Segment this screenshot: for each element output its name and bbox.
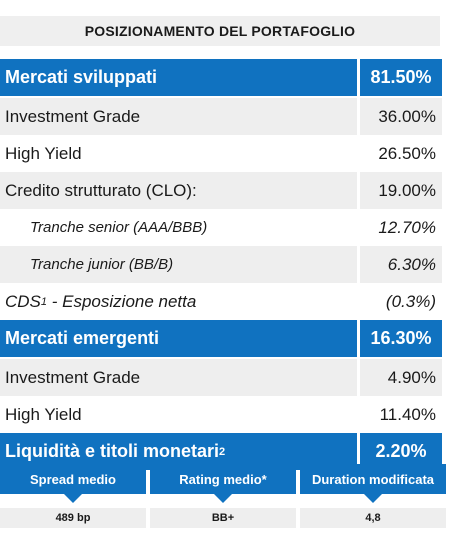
- cds-label-rest: - Esposizione netta: [47, 291, 197, 311]
- row-label: Tranche junior (BB/B): [0, 246, 357, 283]
- stat-label: Rating medio*: [150, 464, 296, 503]
- row-emerging-markets: Mercati emergenti 16.30%: [0, 320, 442, 357]
- row-junior-tranche: Tranche junior (BB/B) 6.30%: [0, 246, 442, 283]
- row-label: CDS 1 - Esposizione netta: [0, 283, 357, 320]
- row-dm-high-yield: High Yield 26.50%: [0, 135, 442, 172]
- row-dm-investment-grade: Investment Grade 36.00%: [0, 98, 442, 135]
- cds-label: CDS: [5, 291, 41, 311]
- row-label: High Yield: [0, 135, 357, 172]
- row-label: Liquidità e titoli monetari 2: [0, 433, 357, 470]
- row-liquidity: Liquidità e titoli monetari 2 2.20%: [0, 433, 442, 470]
- row-value: 81.50%: [360, 59, 442, 96]
- row-value: 16.30%: [360, 320, 442, 357]
- portfolio-stats: Spread medio 489 bp Rating medio* BB+ Du…: [0, 464, 446, 528]
- row-label: Tranche senior (AAA/BBB): [0, 209, 357, 246]
- portfolio-table: Mercati sviluppati 81.50% Investment Gra…: [0, 59, 442, 470]
- portfolio-title: POSIZIONAMENTO DEL PORTAFOGLIO: [0, 16, 440, 46]
- row-value: 12.70%: [360, 209, 442, 246]
- row-senior-tranche: Tranche senior (AAA/BBB) 12.70%: [0, 209, 442, 246]
- row-label: Investment Grade: [0, 98, 357, 135]
- stat-spread: Spread medio 489 bp: [0, 464, 146, 528]
- row-value: 19.00%: [360, 172, 442, 209]
- liquidity-label: Liquidità e titoli monetari: [5, 441, 220, 461]
- row-label: Mercati emergenti: [0, 320, 357, 357]
- row-em-high-yield: High Yield 11.40%: [0, 396, 442, 433]
- row-value: 6.30%: [360, 246, 442, 283]
- row-label: High Yield: [0, 396, 357, 433]
- row-cds-exposure: CDS 1 - Esposizione netta (0.3%): [0, 283, 442, 320]
- row-value: 4.90%: [360, 359, 442, 396]
- row-structured-credit: Credito strutturato (CLO): 19.00%: [0, 172, 442, 209]
- row-em-investment-grade: Investment Grade 4.90%: [0, 359, 442, 396]
- stat-label: Spread medio: [0, 464, 146, 503]
- row-developed-markets: Mercati sviluppati 81.50%: [0, 59, 442, 96]
- row-value: 36.00%: [360, 98, 442, 135]
- row-label: Credito strutturato (CLO):: [0, 172, 357, 209]
- row-label: Mercati sviluppati: [0, 59, 357, 96]
- row-label: Investment Grade: [0, 359, 357, 396]
- stat-value: 4,8: [300, 508, 446, 528]
- row-value: 2.20%: [360, 433, 442, 470]
- row-value: (0.3%): [360, 283, 442, 320]
- stat-rating: Rating medio* BB+: [150, 464, 296, 528]
- row-value: 11.40%: [360, 396, 442, 433]
- stat-value: 489 bp: [0, 508, 146, 528]
- stat-value: BB+: [150, 508, 296, 528]
- stat-label: Duration modificata: [300, 464, 446, 503]
- row-value: 26.50%: [360, 135, 442, 172]
- stat-duration: Duration modificata 4,8: [300, 464, 446, 528]
